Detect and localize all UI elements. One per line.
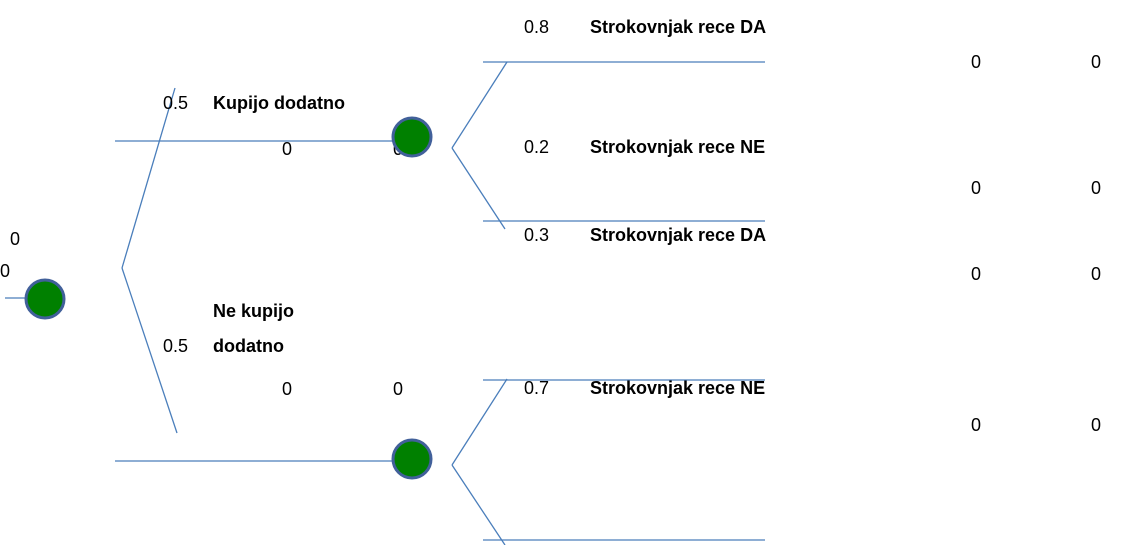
edge (451, 147, 506, 230)
outcome-value: 0 (1091, 415, 1101, 435)
outcome-label: Strokovnjak rece DA (590, 225, 766, 245)
outcome-value: 0 (971, 264, 981, 284)
edge (451, 61, 508, 149)
branch-value: 0 (282, 139, 292, 159)
probability: 0.2 (524, 137, 549, 157)
outcome-value: 0 (971, 415, 981, 435)
edge (451, 464, 506, 545)
chance-node (24, 278, 66, 320)
outcome-value: 0 (1091, 264, 1101, 284)
probability: 0.5 (163, 93, 188, 113)
probability: 0.8 (524, 17, 549, 37)
edge (121, 87, 176, 269)
probability: 0.5 (163, 336, 188, 356)
outcome-label: Strokovnjak rece NE (590, 378, 765, 398)
chance-node (391, 438, 433, 480)
outcome-label: Strokovnjak rece DA (590, 17, 766, 37)
branch-label: Ne kupijo (213, 301, 294, 321)
probability: 0.7 (524, 378, 549, 398)
branch-value: 0 (282, 379, 292, 399)
connectors (5, 61, 765, 545)
edge (451, 378, 508, 466)
branch-label: dodatno (213, 336, 284, 356)
branch-label: Kupijo dodatno (213, 93, 345, 113)
outcome-value: 0 (971, 178, 981, 198)
edge (121, 267, 178, 434)
probability: 0.3 (524, 225, 549, 245)
root-value: 0 (10, 229, 20, 249)
branch-value: 0 (393, 379, 403, 399)
outcome-label: Strokovnjak rece NE (590, 137, 765, 157)
outcome-value: 0 (1091, 178, 1101, 198)
outcome-value: 0 (1091, 52, 1101, 72)
outcome-value: 0 (971, 52, 981, 72)
root-value: 0 (0, 261, 10, 281)
chance-node (391, 116, 433, 158)
